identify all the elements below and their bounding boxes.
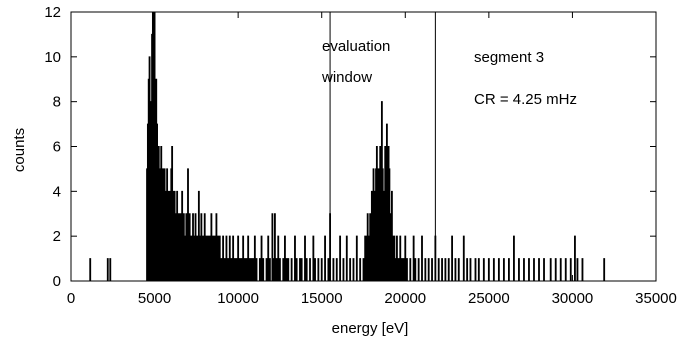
tick-labels: 0 5000 10000 15000 20000 25000 30000 35000 0 2 4 6 8… <box>44 4 677 307</box>
x-axis-label: energy [eV] <box>332 320 409 337</box>
x-tick-label-25000: 25000 <box>468 290 510 307</box>
y-axis-label: counts <box>11 128 28 172</box>
y-tick-label-0: 0 <box>53 273 61 290</box>
y-tick-label-6: 6 <box>53 139 61 156</box>
x-tick-label-20000: 20000 <box>384 290 426 307</box>
x-tick-label-10000: 10000 <box>217 290 259 307</box>
y-tick-label-2: 2 <box>53 228 61 245</box>
x-tick-label-15000: 15000 <box>301 290 343 307</box>
annotation-count-rate: CR = 4.25 mHz <box>474 91 577 108</box>
x-tick-label-30000: 30000 <box>552 290 594 307</box>
x-tick-label-5000: 5000 <box>138 290 171 307</box>
y-tick-label-8: 8 <box>53 94 61 111</box>
axis-ticks <box>70 11 657 282</box>
window-markers <box>329 12 436 281</box>
y-tick-label-12: 12 <box>44 4 61 21</box>
y-tick-label-10: 10 <box>44 49 61 66</box>
annotation-evaluation: evaluation <box>322 38 390 55</box>
x-tick-label-35000: 35000 <box>635 290 677 307</box>
y-tick-label-4: 4 <box>53 183 61 200</box>
annotation-segment: segment 3 <box>474 49 544 66</box>
x-tick-label-0: 0 <box>67 290 75 307</box>
annotation-window: window <box>321 69 372 86</box>
